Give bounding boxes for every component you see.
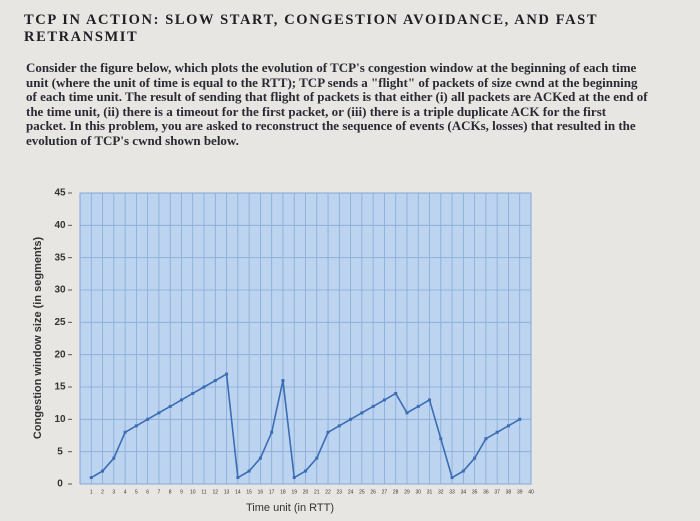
x-tick-label: 33 bbox=[449, 489, 455, 495]
point bbox=[439, 437, 443, 441]
x-tick-label: 3 bbox=[112, 489, 115, 495]
x-tick-label: 34 bbox=[461, 489, 467, 495]
point bbox=[518, 417, 522, 421]
point bbox=[405, 411, 409, 415]
point bbox=[202, 385, 206, 389]
point bbox=[461, 469, 465, 473]
x-tick-label: 8 bbox=[169, 489, 172, 495]
x-tick-label: 1 bbox=[90, 489, 93, 495]
point bbox=[112, 456, 116, 460]
point bbox=[270, 430, 274, 434]
x-tick-label: 16 bbox=[258, 489, 264, 495]
point bbox=[495, 430, 499, 434]
point bbox=[146, 417, 150, 421]
point bbox=[101, 469, 105, 473]
y-tick-label: 30 bbox=[54, 285, 66, 296]
point bbox=[225, 372, 229, 376]
x-tick-label: 9 bbox=[180, 489, 183, 495]
point bbox=[349, 417, 353, 421]
point bbox=[134, 424, 138, 428]
x-tick-label: 27 bbox=[382, 489, 388, 495]
x-tick-label: 24 bbox=[348, 489, 354, 495]
point bbox=[281, 379, 285, 383]
x-tick-label: 21 bbox=[314, 489, 320, 495]
point bbox=[168, 404, 172, 408]
x-tick-label: 17 bbox=[269, 489, 275, 495]
point bbox=[315, 456, 319, 460]
x-tick-label: 37 bbox=[494, 489, 500, 495]
point bbox=[236, 476, 240, 480]
x-tick-label: 5 bbox=[135, 489, 138, 495]
y-tick-label: 20 bbox=[54, 349, 66, 360]
point bbox=[89, 476, 93, 480]
point bbox=[179, 398, 183, 402]
x-tick-label: 31 bbox=[427, 489, 433, 495]
y-tick-label: 10 bbox=[54, 414, 66, 425]
x-tick-label: 26 bbox=[370, 489, 376, 495]
x-tick-label: 36 bbox=[483, 489, 489, 495]
point bbox=[258, 456, 262, 460]
point bbox=[157, 411, 161, 415]
point bbox=[123, 430, 127, 434]
x-tick-label: 15 bbox=[246, 489, 252, 495]
x-tick-label: 18 bbox=[280, 489, 286, 495]
y-tick-label: 0 bbox=[57, 479, 63, 490]
x-tick-label: 13 bbox=[224, 489, 230, 495]
x-tick-label: 28 bbox=[393, 489, 399, 495]
point bbox=[326, 430, 330, 434]
point bbox=[337, 424, 341, 428]
point bbox=[506, 424, 510, 428]
x-tick-label: 35 bbox=[472, 489, 478, 495]
y-tick-label: 40 bbox=[54, 220, 66, 231]
y-tick-label: 15 bbox=[54, 382, 66, 393]
x-tick-label: 38 bbox=[506, 489, 512, 495]
point bbox=[247, 469, 251, 473]
point bbox=[360, 411, 364, 415]
point bbox=[371, 404, 375, 408]
x-tick-label: 11 bbox=[201, 489, 206, 495]
x-tick-label: 32 bbox=[438, 489, 444, 495]
y-tick-label: 35 bbox=[54, 252, 66, 263]
x-tick-label: 4 bbox=[124, 489, 127, 495]
x-tick-label: 29 bbox=[404, 489, 410, 495]
point bbox=[428, 398, 432, 402]
point bbox=[382, 398, 386, 402]
point bbox=[450, 476, 454, 480]
x-tick-label: 10 bbox=[190, 489, 196, 495]
x-tick-label: 20 bbox=[303, 489, 309, 495]
x-tick-label: 23 bbox=[337, 489, 343, 495]
x-tick-label: 40 bbox=[528, 489, 534, 495]
x-tick-label: 25 bbox=[359, 489, 365, 495]
point bbox=[416, 404, 420, 408]
x-tick-label: 6 bbox=[146, 489, 149, 495]
y-tick-label: 25 bbox=[54, 317, 66, 328]
y-tick-label: 45 bbox=[54, 188, 66, 199]
x-tick-label: 39 bbox=[517, 489, 523, 495]
point bbox=[213, 379, 217, 383]
point bbox=[473, 456, 477, 460]
x-axis-label: Time unit (in RTT) bbox=[246, 502, 334, 514]
point bbox=[484, 437, 488, 441]
x-tick-label: 14 bbox=[235, 489, 241, 495]
x-tick-label: 2 bbox=[101, 489, 104, 495]
problem-text: Consider the figure below, which plots t… bbox=[26, 60, 648, 148]
x-tick-label: 19 bbox=[291, 489, 297, 495]
point bbox=[394, 391, 398, 395]
x-tick-label: 30 bbox=[415, 489, 421, 495]
point bbox=[292, 476, 296, 480]
x-tick-label: 22 bbox=[325, 489, 331, 495]
y-tick-label: 5 bbox=[57, 446, 63, 457]
x-tick-label: 7 bbox=[158, 489, 161, 495]
point bbox=[191, 391, 195, 395]
page-title: TCP IN ACTION: SLOW START, CONGESTION AV… bbox=[24, 12, 598, 45]
y-axis-label: Congestion window size (in segments) bbox=[32, 237, 44, 440]
x-tick-label: 12 bbox=[213, 489, 219, 495]
point bbox=[304, 469, 307, 473]
